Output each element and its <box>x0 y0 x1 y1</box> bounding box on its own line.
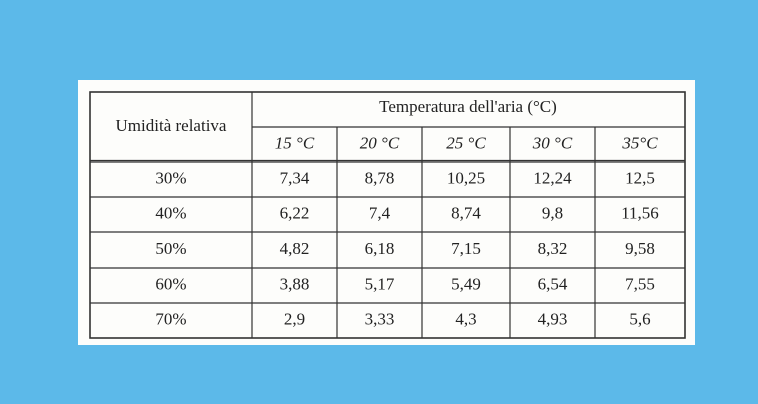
paper <box>78 80 695 345</box>
cell: 7,55 <box>625 274 655 293</box>
cell: 9,58 <box>625 239 655 258</box>
cell: 7,34 <box>280 168 310 187</box>
cell: 12,24 <box>533 168 572 187</box>
cell: 3,33 <box>365 309 395 328</box>
cell: 7,4 <box>369 203 391 222</box>
row-label: 70% <box>155 309 186 328</box>
row-header: Umidità relativa <box>116 116 227 135</box>
column-header: 30 °C <box>532 133 573 152</box>
column-header: 25 °C <box>446 133 486 152</box>
column-header: 15 °C <box>275 133 315 152</box>
row-label: 60% <box>155 274 186 293</box>
cell: 11,56 <box>621 203 659 222</box>
cell: 2,9 <box>284 309 305 328</box>
cell: 7,15 <box>451 239 481 258</box>
cell: 4,82 <box>280 239 310 258</box>
cell: 4,93 <box>538 309 568 328</box>
cell: 6,54 <box>538 274 568 293</box>
table-border <box>89 91 686 339</box>
column-header: 20 °C <box>360 133 400 152</box>
cell: 10,25 <box>447 168 485 187</box>
cell: 6,18 <box>365 239 395 258</box>
cell: 12,5 <box>625 168 655 187</box>
group-header: Temperatura dell'aria (°C) <box>379 97 557 116</box>
row-label: 40% <box>155 203 186 222</box>
cell: 6,22 <box>280 203 310 222</box>
row-label: 50% <box>155 239 186 258</box>
cell: 5,49 <box>451 274 481 293</box>
cell: 4,3 <box>455 309 476 328</box>
cell: 8,32 <box>538 239 568 258</box>
cell: 8,78 <box>365 168 395 187</box>
row-label: 30% <box>155 168 186 187</box>
column-header: 35°C <box>621 133 658 152</box>
cell: 5,6 <box>629 309 650 328</box>
cell: 5,17 <box>365 274 395 293</box>
cell: 9,8 <box>542 203 563 222</box>
cell: 8,74 <box>451 203 481 222</box>
cell: 3,88 <box>280 274 310 293</box>
